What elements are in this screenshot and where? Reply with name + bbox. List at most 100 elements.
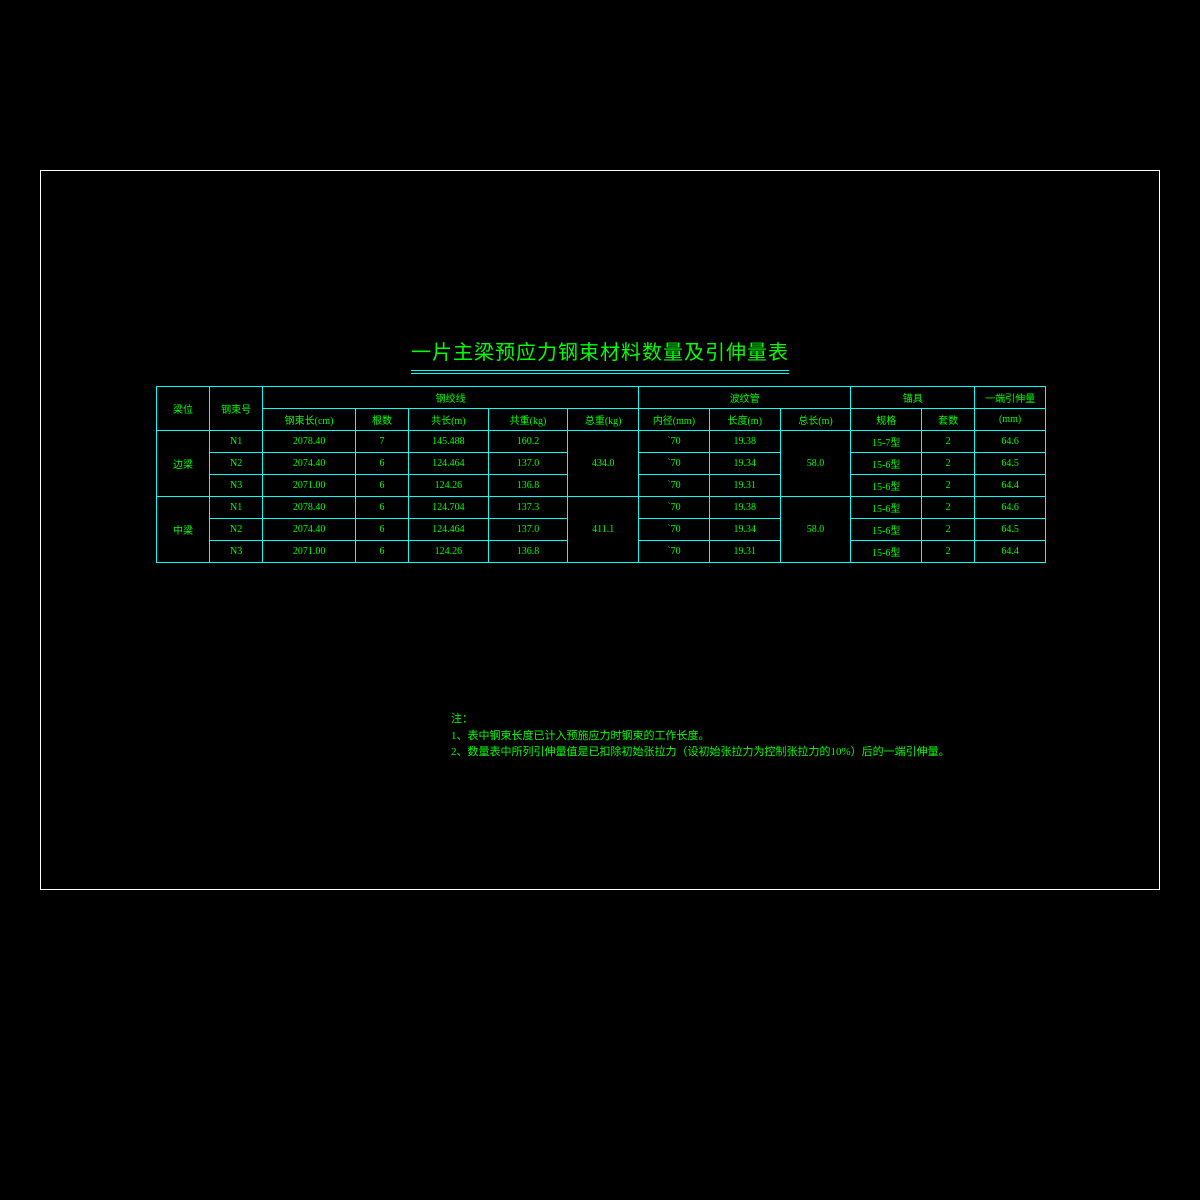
cell-ext: 64.5 — [975, 519, 1046, 541]
cell-cnt: 6 — [356, 519, 409, 541]
cell-spec: 15-7型 — [851, 431, 922, 453]
table-row: 中梁N12078.406124.704137.3411.1`7019.3858.… — [157, 497, 1046, 519]
cell-dia: `70 — [639, 519, 710, 541]
cell-cnt: 6 — [356, 453, 409, 475]
cell-spec: 15-6型 — [851, 475, 922, 497]
cell-pos: 中梁 — [157, 497, 210, 563]
cell-dia: `70 — [639, 475, 710, 497]
table-body: 边梁N12078.407145.488160.2434.0`7019.3858.… — [157, 431, 1046, 563]
col-ext-unit: (mm) — [975, 409, 1046, 431]
cell-no: N1 — [210, 431, 263, 453]
group-ext: 一端引伸量 — [975, 387, 1046, 409]
page-title: 一片主梁预应力钢束材料数量及引伸量表 — [411, 336, 789, 367]
cell-len: 2074.40 — [263, 453, 356, 475]
group-pipe: 波纹管 — [639, 387, 851, 409]
cell-sets: 2 — [922, 453, 975, 475]
cell-wt: 137.0 — [488, 453, 568, 475]
cell-wt: 137.0 — [488, 519, 568, 541]
cell-ext: 64.6 — [975, 497, 1046, 519]
cell-plen: 19.38 — [709, 431, 780, 453]
cell-sets: 2 — [922, 475, 975, 497]
cell-no: N3 — [210, 475, 263, 497]
col-bundle-no: 钢束号 — [210, 387, 263, 431]
cell-tlen: 124.464 — [409, 453, 489, 475]
cell-wt: 136.8 — [488, 475, 568, 497]
cell-pipe-total: 58.0 — [780, 431, 851, 497]
cell-plen: 19.34 — [709, 519, 780, 541]
col-anchor-spec: 规格 — [851, 409, 922, 431]
cell-total-weight: 411.1 — [568, 497, 639, 563]
cell-spec: 15-6型 — [851, 453, 922, 475]
cell-tlen: 124.26 — [409, 475, 489, 497]
cell-dia: `70 — [639, 453, 710, 475]
cell-len: 2078.40 — [263, 497, 356, 519]
title-block: 一片主梁预应力钢束材料数量及引伸量表 — [411, 336, 789, 374]
cell-spec: 15-6型 — [851, 541, 922, 563]
cell-sets: 2 — [922, 431, 975, 453]
cell-wt: 160.2 — [488, 431, 568, 453]
title-underline-1 — [411, 370, 789, 371]
group-anchor: 锚具 — [851, 387, 975, 409]
cell-no: N2 — [210, 453, 263, 475]
cell-cnt: 7 — [356, 431, 409, 453]
col-anchor-sets: 套数 — [922, 409, 975, 431]
cell-spec: 15-6型 — [851, 497, 922, 519]
cell-plen: 19.31 — [709, 475, 780, 497]
cell-plen: 19.38 — [709, 497, 780, 519]
cell-ext: 64.5 — [975, 453, 1046, 475]
cell-ext: 64.6 — [975, 431, 1046, 453]
cell-sets: 2 — [922, 519, 975, 541]
cell-cnt: 6 — [356, 475, 409, 497]
cell-no: N2 — [210, 519, 263, 541]
col-pos: 梁位 — [157, 387, 210, 431]
cell-tlen: 124.704 — [409, 497, 489, 519]
cell-total-weight: 434.0 — [568, 431, 639, 497]
note-line-2: 2、数量表中所列引伸量值是已扣除初始张拉力（设初始张拉力为控制张拉力的10%）后… — [451, 744, 950, 761]
cell-wt: 136.8 — [488, 541, 568, 563]
cell-len: 2078.40 — [263, 431, 356, 453]
cell-wt: 137.3 — [488, 497, 568, 519]
cell-tlen: 145.488 — [409, 431, 489, 453]
cell-no: N3 — [210, 541, 263, 563]
cell-dia: `70 — [639, 497, 710, 519]
col-pipe-len: 长度(m) — [709, 409, 780, 431]
col-pipe-total: 总长(m) — [780, 409, 851, 431]
cell-pipe-total: 58.0 — [780, 497, 851, 563]
col-strand-count: 根数 — [356, 409, 409, 431]
notes-heading: 注： — [451, 711, 950, 728]
cell-no: N1 — [210, 497, 263, 519]
cell-len: 2071.00 — [263, 475, 356, 497]
cell-ext: 64.4 — [975, 541, 1046, 563]
drawing-frame: 一片主梁预应力钢束材料数量及引伸量表 梁位 钢束号 钢绞线 波纹管 锚具 一端引… — [40, 170, 1160, 890]
materials-table-wrap: 梁位 钢束号 钢绞线 波纹管 锚具 一端引伸量 钢束长(cm) 根数 共长(m)… — [156, 386, 1046, 563]
cell-sets: 2 — [922, 497, 975, 519]
cell-dia: `70 — [639, 541, 710, 563]
header-row-2: 钢束长(cm) 根数 共长(m) 共重(kg) 总重(kg) 内径(mm) 长度… — [157, 409, 1046, 431]
materials-table: 梁位 钢束号 钢绞线 波纹管 锚具 一端引伸量 钢束长(cm) 根数 共长(m)… — [156, 386, 1046, 563]
notes-block: 注： 1、表中钢束长度已计入预施应力时钢束的工作长度。 2、数量表中所列引伸量值… — [451, 711, 950, 761]
col-strand-wt: 共重(kg) — [488, 409, 568, 431]
cell-ext: 64.4 — [975, 475, 1046, 497]
title-underline-2 — [411, 373, 789, 374]
cell-len: 2074.40 — [263, 519, 356, 541]
cell-cnt: 6 — [356, 541, 409, 563]
cell-spec: 15-6型 — [851, 519, 922, 541]
col-total-wt: 总重(kg) — [568, 409, 639, 431]
cell-dia: `70 — [639, 431, 710, 453]
table-header: 梁位 钢束号 钢绞线 波纹管 锚具 一端引伸量 钢束长(cm) 根数 共长(m)… — [157, 387, 1046, 431]
cell-sets: 2 — [922, 541, 975, 563]
table-row: 边梁N12078.407145.488160.2434.0`7019.3858.… — [157, 431, 1046, 453]
cell-pos: 边梁 — [157, 431, 210, 497]
col-strand-tlen: 共长(m) — [409, 409, 489, 431]
col-pipe-dia: 内径(mm) — [639, 409, 710, 431]
cell-tlen: 124.26 — [409, 541, 489, 563]
cell-plen: 19.34 — [709, 453, 780, 475]
group-strand: 钢绞线 — [263, 387, 639, 409]
cell-cnt: 6 — [356, 497, 409, 519]
col-strand-len: 钢束长(cm) — [263, 409, 356, 431]
header-row-1: 梁位 钢束号 钢绞线 波纹管 锚具 一端引伸量 — [157, 387, 1046, 409]
cell-len: 2071.00 — [263, 541, 356, 563]
cell-plen: 19.31 — [709, 541, 780, 563]
cell-tlen: 124.464 — [409, 519, 489, 541]
note-line-1: 1、表中钢束长度已计入预施应力时钢束的工作长度。 — [451, 728, 950, 745]
